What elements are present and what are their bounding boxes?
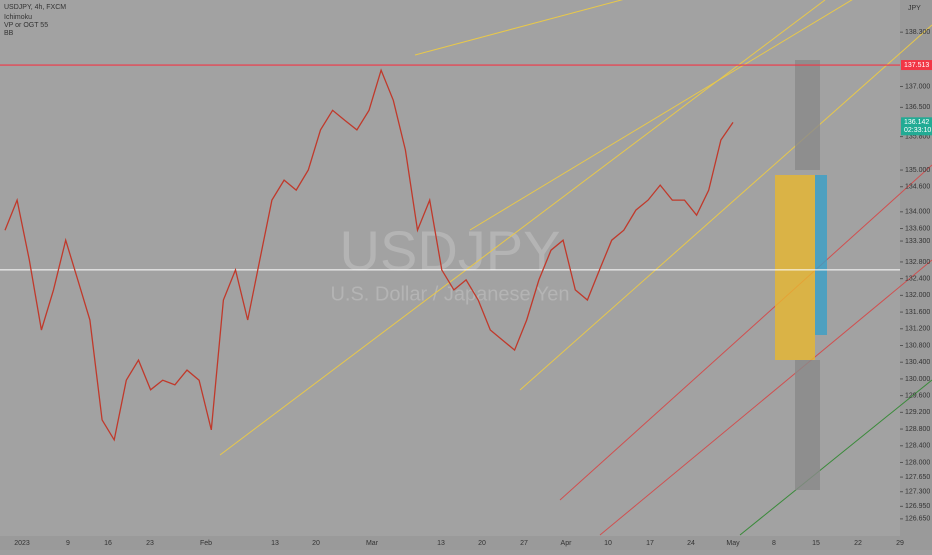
currency-label: JPY [908, 5, 921, 12]
x-tick-label: 13 [437, 540, 445, 547]
y-tick-label: 132.800 [905, 259, 930, 266]
x-tick-label: 2023 [14, 540, 30, 547]
y-tick-label: 128.400 [905, 443, 930, 450]
price-line-series [4, 68, 734, 442]
y-tick-label: 131.200 [905, 326, 930, 333]
price-axis [900, 0, 932, 550]
x-tick-label: May [726, 540, 740, 547]
volume-profile [775, 60, 827, 490]
y-tick-label: 131.600 [905, 309, 930, 316]
channel-line [739, 379, 932, 536]
channel-line [559, 164, 932, 501]
indicator-label: Ichimoku [4, 14, 32, 21]
y-tick-label: 133.300 [905, 238, 930, 245]
watermark-subtitle: U.S. Dollar / Japanese Yen [330, 283, 569, 305]
x-tick-label: 20 [312, 540, 320, 547]
y-tick-label: 128.800 [905, 426, 930, 433]
channel-line [414, 0, 624, 56]
channel-line [469, 0, 853, 231]
y-tick-label: 129.200 [905, 409, 930, 416]
y-tick-label: 138.300 [905, 29, 930, 36]
vp-area [795, 360, 820, 490]
x-tick-label: 24 [687, 540, 695, 547]
y-tick-label: 127.650 [905, 474, 930, 481]
y-tick-label: 129.600 [905, 392, 930, 399]
y-tick-label: 126.650 [905, 516, 930, 523]
x-tick-label: 13 [271, 540, 279, 547]
time-axis [0, 536, 900, 550]
plot-bg [0, 0, 900, 536]
y-tick-label: 127.300 [905, 489, 930, 496]
x-tick-label: 17 [646, 540, 654, 547]
x-tick-label: 27 [520, 540, 528, 547]
price-label-bg [901, 60, 932, 71]
vp-area [815, 175, 827, 335]
y-tick-label: 133.600 [905, 225, 930, 232]
channel-line [519, 24, 932, 391]
y-tick-label: 130.800 [905, 342, 930, 349]
x-tick-label: 15 [812, 540, 820, 547]
x-tick-label: 9 [66, 540, 70, 547]
price-label: 137.513 [904, 62, 929, 69]
x-tick-label: 23 [146, 540, 154, 547]
x-tick-label: 22 [854, 540, 862, 547]
vp-area [795, 60, 820, 170]
y-tick-label: 132.400 [905, 275, 930, 282]
x-tick-label: Mar [366, 540, 379, 547]
indicator-label: BB [4, 30, 14, 37]
channels [219, 0, 932, 536]
x-tick-label: 10 [604, 540, 612, 547]
y-tick-label: 132.000 [905, 292, 930, 299]
channel-line [599, 259, 932, 536]
x-tick-label: 16 [104, 540, 112, 547]
countdown-label: 02:33:10 [904, 127, 931, 134]
y-tick-label: 128.000 [905, 459, 930, 466]
x-tick-label: 29 [896, 540, 904, 547]
x-tick-label: Feb [200, 540, 212, 547]
x-tick-label: Apr [561, 540, 573, 547]
y-tick-label: 126.950 [905, 503, 930, 510]
indicator-label: VP or OGT 55 [4, 22, 48, 29]
x-tick-label: 20 [478, 540, 486, 547]
symbol-title: USDJPY, 4h, FXCM [4, 4, 66, 11]
vp-area [775, 175, 815, 360]
x-tick-label: 8 [772, 540, 776, 547]
watermark: USDJPY [340, 219, 561, 282]
y-tick-label: 134.600 [905, 184, 930, 191]
y-tick-label: 130.400 [905, 359, 930, 366]
y-tick-label: 130.000 [905, 376, 930, 383]
y-tick-label: 135.800 [905, 133, 930, 140]
y-tick-label: 134.000 [905, 209, 930, 216]
y-tick-label: 135.000 [905, 167, 930, 174]
y-tick-label: 137.000 [905, 83, 930, 90]
last-price-bg [901, 117, 932, 136]
channel-line [219, 0, 826, 456]
y-tick-label: 136.500 [905, 104, 930, 111]
last-price-label: 136.142 [904, 119, 929, 126]
